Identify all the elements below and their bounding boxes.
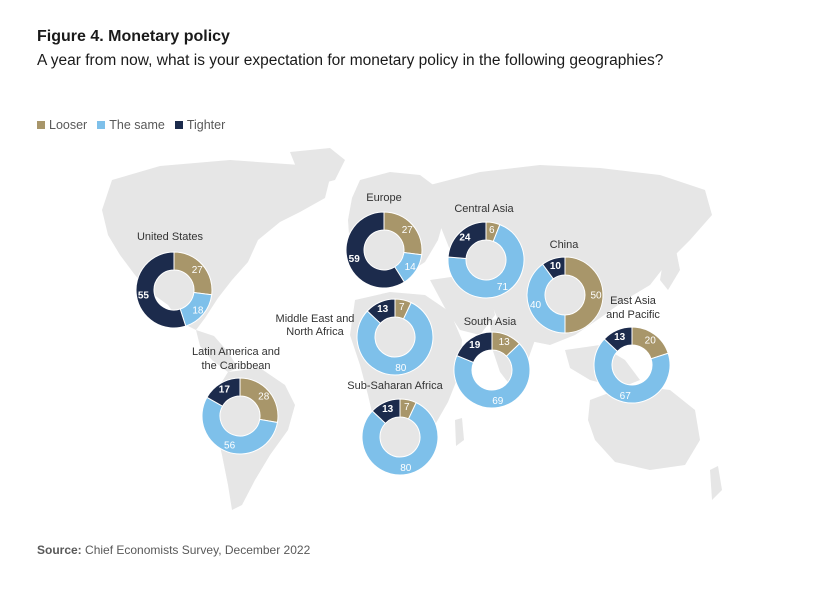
value-label-central-asia-same: 71	[497, 282, 509, 293]
slice-china-tighter	[541, 256, 566, 280]
value-label-latin-america-and-the-caribbean-looser: 28	[258, 392, 270, 403]
value-label-central-asia-tighter: 24	[459, 233, 471, 244]
slice-latin-america-and-the-caribbean-tighter	[206, 377, 241, 407]
legend-label-looser: Looser	[49, 118, 88, 132]
region-label-united-states: United States	[137, 231, 204, 243]
slice-middle-east-and-north-africa-tighter	[366, 298, 396, 325]
value-label-latin-america-and-the-caribbean-tighter: 17	[219, 385, 231, 396]
slice-china-looser	[564, 256, 604, 334]
value-label-middle-east-and-north-africa-same: 80	[395, 363, 407, 374]
donut-charts: 27 18 55 27 14 59 6 71 24 50 40 10 7 80 13 13 69 19 20 67 13…	[135, 211, 671, 476]
slice-united-states-tighter	[135, 251, 187, 329]
value-label-europe-tighter: 59	[349, 254, 361, 265]
legend-item-same: The same	[97, 118, 165, 132]
source-label: Source:	[37, 543, 82, 557]
region-label-sub-saharan-africa: Sub-Saharan Africa	[347, 380, 443, 392]
value-label-sub-saharan-africa-same: 80	[400, 463, 412, 474]
chart-title: Figure 4. Monetary policy	[37, 28, 230, 45]
slice-central-asia-tighter	[447, 221, 487, 259]
map-central-america	[196, 330, 238, 372]
map-new-zealand	[710, 466, 722, 500]
value-label-sub-saharan-africa-looser: 7	[404, 402, 410, 413]
value-label-europe-same: 14	[405, 262, 417, 273]
region-label-latin-america-and-the-caribbean-line-2: the Caribbean	[201, 360, 270, 372]
legend-label-tighter: Tighter	[186, 118, 226, 132]
slice-sub-saharan-africa-same	[361, 401, 439, 476]
legend-swatch-looser	[37, 121, 45, 129]
map-japan	[660, 245, 680, 290]
donut-middle-east-and-north-africa: 7 80 13	[356, 298, 434, 376]
value-label-middle-east-and-north-africa-tighter: 13	[377, 304, 389, 315]
region-label-middle-east-and-north-africa-line-1: Middle East and	[276, 313, 355, 325]
region-label-east-asia-and-pacific-line-1: East Asia	[610, 295, 657, 307]
donut-china: 50 40 10	[526, 256, 604, 334]
legend: Looser The same Tighter	[37, 118, 225, 132]
slice-middle-east-and-north-africa-same	[356, 301, 434, 376]
legend-swatch-same	[97, 121, 106, 129]
region-label-middle-east-and-north-africa-line-2: North Africa	[286, 326, 344, 338]
region-label-central-asia: Central Asia	[454, 203, 514, 215]
donut-united-states: 27 18 55	[135, 251, 213, 329]
region-label-china: China	[550, 239, 580, 251]
region-label-south-asia: South Asia	[464, 316, 517, 328]
region-labels: United States Europe Central Asia China Midd…	[137, 192, 660, 392]
donut-europe: 27 14 59	[345, 211, 423, 289]
donut-east-asia-and-pacific: 20 67 13	[593, 326, 671, 404]
legend-swatch-tighter	[174, 121, 183, 129]
slice-south-asia-tighter	[456, 331, 493, 364]
slice-east-asia-and-pacific-tighter	[603, 326, 633, 353]
value-label-united-states-tighter: 55	[138, 290, 150, 301]
value-label-south-asia-looser: 13	[499, 337, 511, 348]
donut-sub-saharan-africa: 7 80 13	[361, 398, 439, 476]
legend-item-tighter: Tighter	[174, 118, 226, 132]
slice-latin-america-and-the-caribbean-same	[201, 396, 279, 455]
value-label-central-asia-looser: 6	[489, 225, 495, 236]
map-asia	[430, 165, 712, 345]
value-label-south-asia-tighter: 19	[469, 340, 481, 351]
slice-europe-tighter	[345, 211, 406, 289]
value-label-middle-east-and-north-africa-looser: 7	[399, 302, 405, 313]
slice-china-same	[526, 263, 566, 334]
value-label-south-asia-same: 69	[492, 396, 504, 407]
region-label-latin-america-and-the-caribbean-line-1: Latin America and	[192, 346, 280, 358]
map-greenland	[290, 148, 345, 186]
value-label-sub-saharan-africa-tighter: 13	[382, 404, 394, 415]
donut-south-asia: 13 69 19	[453, 331, 531, 409]
donut-central-asia: 6 71 24	[447, 221, 525, 299]
value-label-europe-looser: 27	[402, 225, 414, 236]
source-text: Chief Economists Survey, December 2022	[85, 543, 311, 557]
value-label-united-states-same: 18	[192, 305, 204, 316]
value-label-east-asia-and-pacific-same: 67	[620, 391, 632, 402]
value-label-united-states-looser: 27	[192, 265, 204, 276]
value-label-china-same: 40	[530, 300, 542, 311]
slice-central-asia-same	[447, 223, 525, 299]
source-note: Source: Chief Economists Survey, Decembe…	[37, 543, 310, 557]
slice-sub-saharan-africa-tighter	[371, 398, 401, 425]
donut-latin-america-and-the-caribbean: 28 56 17	[201, 377, 279, 455]
value-label-east-asia-and-pacific-looser: 20	[645, 335, 657, 346]
legend-label-same: The same	[109, 118, 165, 132]
region-label-east-asia-and-pacific-line-2: and Pacific	[606, 309, 660, 321]
map-north-america	[102, 160, 330, 330]
value-label-china-looser: 50	[590, 291, 602, 302]
value-label-east-asia-and-pacific-tighter: 13	[614, 332, 626, 343]
legend-item-looser: Looser	[37, 118, 87, 132]
slice-south-asia-same	[453, 343, 531, 409]
value-label-china-tighter: 10	[550, 261, 562, 272]
map-madagascar	[455, 418, 464, 446]
map-australia	[588, 385, 700, 470]
slice-east-asia-and-pacific-same	[593, 338, 671, 404]
region-label-europe: Europe	[366, 192, 401, 204]
value-label-latin-america-and-the-caribbean-same: 56	[224, 441, 236, 452]
chart-subtitle: A year from now, what is your expectatio…	[37, 52, 664, 69]
